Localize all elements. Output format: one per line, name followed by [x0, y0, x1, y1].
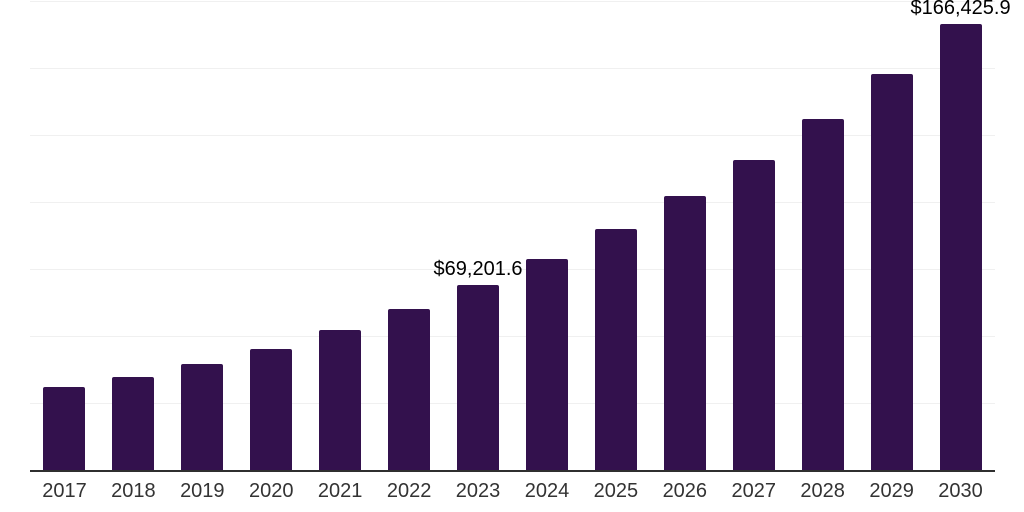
x-tick-2021: 2021 — [317, 480, 363, 502]
gridline — [30, 68, 995, 69]
x-tick-2018: 2018 — [111, 480, 156, 502]
x-tick-2020: 2020 — [249, 480, 294, 502]
x-tick-2024: 2024 — [524, 480, 570, 502]
bar-2027[interactable] — [732, 159, 775, 470]
bar-2022[interactable] — [388, 308, 431, 470]
data-label-2023: $69,201.6 — [433, 257, 523, 280]
bar-2028[interactable] — [801, 118, 844, 470]
x-axis-line — [30, 470, 995, 472]
plot-area: $69,201.6 $166,425.9 — [30, 0, 1011, 472]
bar-2021[interactable] — [319, 330, 362, 470]
bar-2018[interactable] — [112, 377, 155, 470]
gridline — [30, 403, 995, 404]
x-tick-2029: 2029 — [869, 480, 914, 502]
x-tick-2025: 2025 — [593, 480, 639, 502]
x-tick-2023: 2023 — [455, 480, 501, 502]
x-tick-2019: 2019 — [180, 480, 225, 502]
x-axis-labels: 2017 2018 2019 2020 2021 2022 2023 2024 2025 2026… — [0, 479, 1024, 505]
x-tick-2022: 2022 — [386, 480, 432, 502]
bar-2024[interactable] — [525, 258, 568, 470]
x-tick-2017: 2017 — [42, 480, 87, 502]
gridline — [30, 135, 995, 136]
bar-2017[interactable] — [43, 386, 86, 470]
gridline — [30, 269, 995, 270]
data-label-2030: $166,425.9 — [910, 0, 1011, 19]
bar-2026[interactable] — [663, 195, 706, 470]
bar-2029[interactable] — [870, 73, 913, 470]
bar-2030[interactable] — [939, 23, 982, 470]
bar-2020[interactable] — [250, 349, 293, 470]
bar-2023[interactable] — [457, 284, 500, 470]
gridline — [30, 202, 995, 203]
x-tick-2030: 2030 — [938, 480, 983, 502]
x-tick-2028: 2028 — [800, 480, 845, 502]
gridline — [30, 336, 995, 337]
bar-2019[interactable] — [181, 364, 224, 470]
x-tick-2027: 2027 — [731, 480, 777, 502]
x-tick-2026: 2026 — [662, 480, 708, 502]
bar-2025[interactable] — [594, 228, 637, 470]
gridline — [30, 1, 995, 2]
